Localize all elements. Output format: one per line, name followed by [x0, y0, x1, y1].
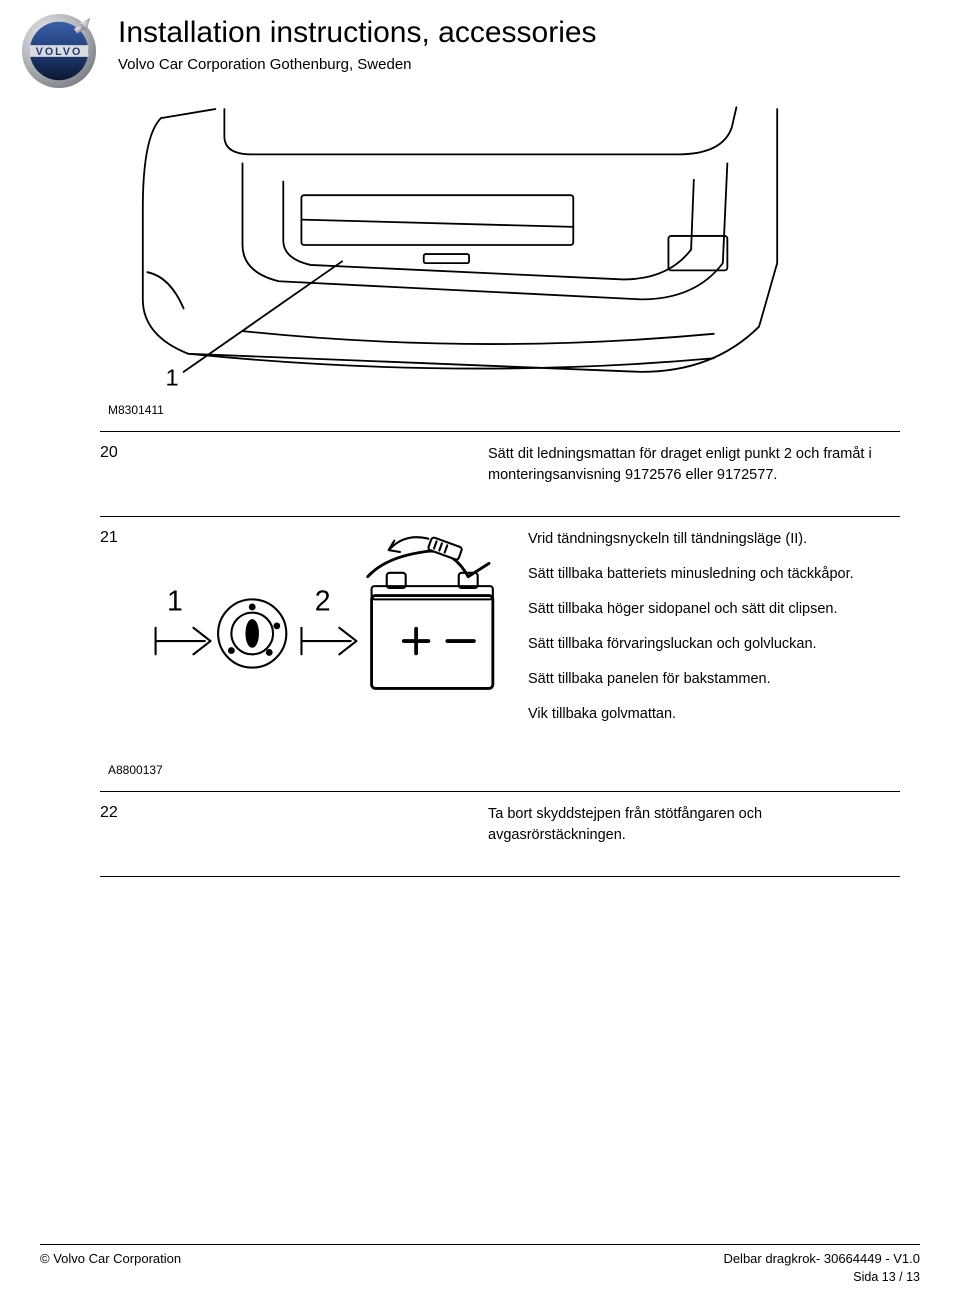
callout-2: 2	[315, 586, 331, 618]
step-text: Vrid tändningsnyckeln till tändningsläge…	[528, 529, 854, 739]
page-header: VOLVO Installation instructions, accesso…	[0, 0, 960, 98]
illustration-code: A8800137	[108, 763, 900, 777]
callout-1: 1	[167, 586, 183, 618]
footer-copyright: © Volvo Car Corporation	[40, 1251, 181, 1266]
volvo-logo-icon: VOLVO	[20, 12, 98, 90]
page-footer: © Volvo Car Corporation Delbar dragkrok-…	[0, 1244, 960, 1284]
illustration-code: M8301411	[108, 403, 900, 417]
divider	[100, 876, 900, 877]
callout-1: 1	[165, 364, 178, 390]
step-text: Ta bort skyddstejpen från stötfångaren o…	[488, 804, 888, 860]
page-title: Installation instructions, accessories	[118, 16, 597, 50]
step-text: Sätt dit ledningsmattan för draget enlig…	[488, 444, 900, 500]
illustration-ignition-battery: 1 2	[148, 529, 508, 739]
svg-text:VOLVO: VOLVO	[36, 46, 82, 58]
illustration-car-rear: 1 M8301411	[100, 100, 900, 417]
header-text: Installation instructions, accessories V…	[118, 12, 597, 73]
step-number: 22	[100, 804, 124, 860]
step-number: 20	[100, 444, 124, 500]
step-20: 20 Sätt dit ledningsmattan för draget en…	[100, 432, 900, 516]
step-number: 21	[100, 529, 124, 739]
footer-docref: Delbar dragkrok- 30664449 - V1.0	[723, 1251, 920, 1266]
step-21: 21	[100, 517, 900, 755]
page-subtitle: Volvo Car Corporation Gothenburg, Sweden	[118, 56, 597, 73]
footer-page-number: Sida 13 / 13	[40, 1270, 920, 1284]
step-22: 22 Ta bort skyddstejpen från stötfångare…	[100, 792, 900, 876]
